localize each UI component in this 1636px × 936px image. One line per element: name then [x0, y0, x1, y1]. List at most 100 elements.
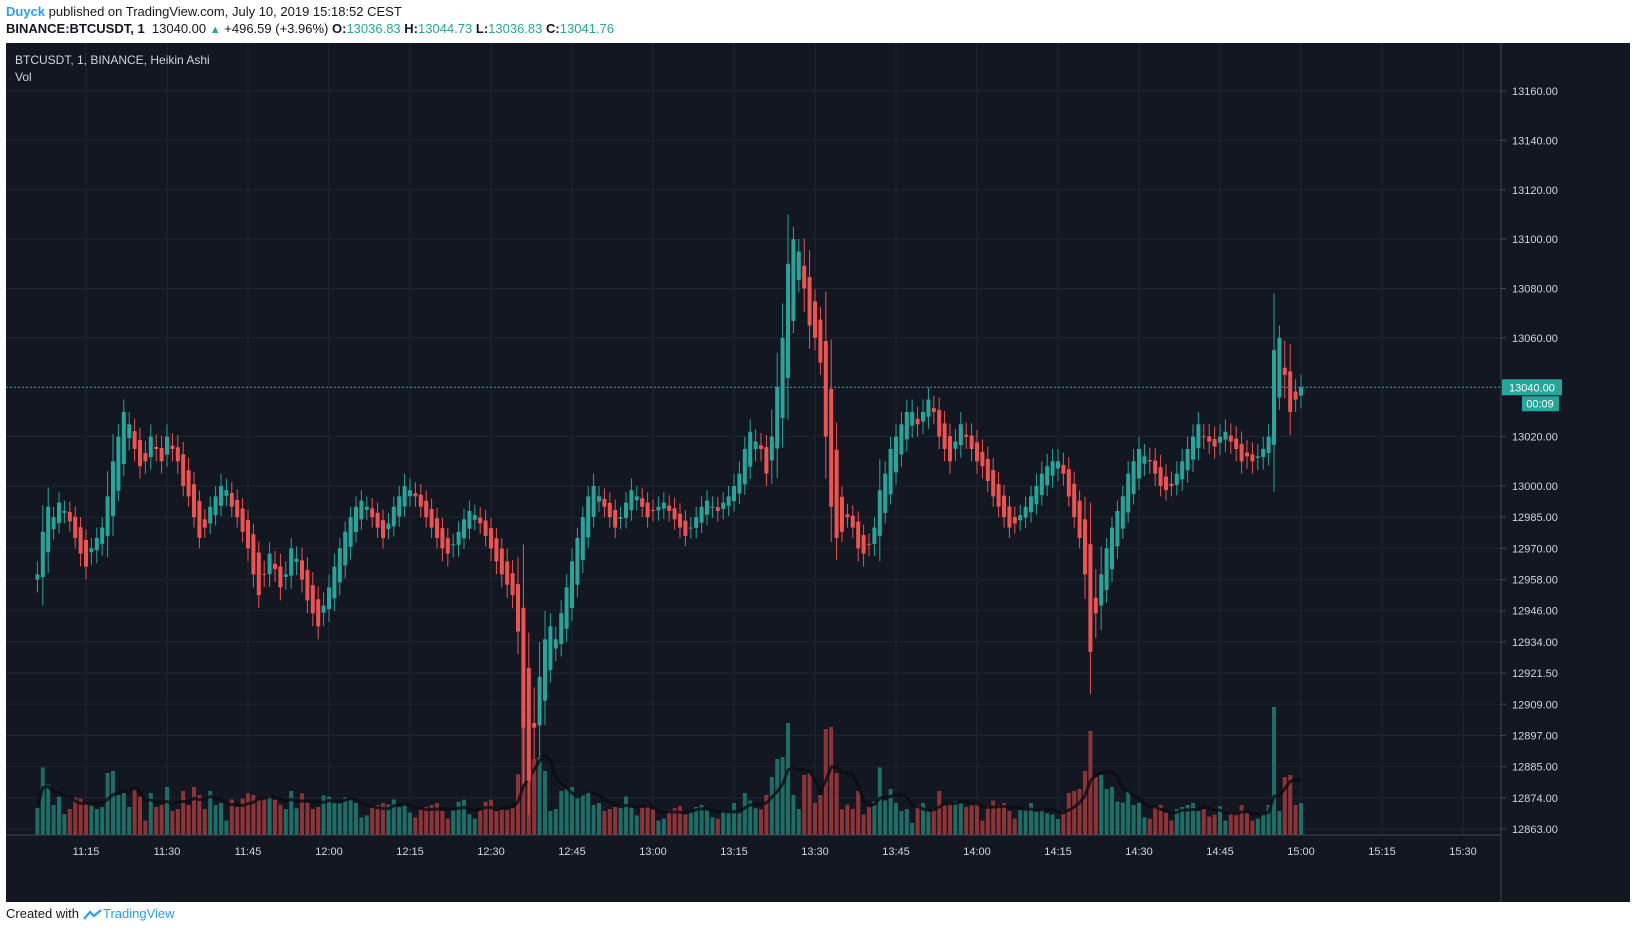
volume-bar: [132, 789, 137, 835]
volume-bar: [683, 814, 688, 835]
volume-bar: [904, 809, 909, 835]
volume-bar: [532, 759, 537, 835]
volume-bar: [489, 799, 493, 835]
volume-bar: [1131, 805, 1136, 835]
candle-body: [613, 510, 618, 528]
high-label: H:: [404, 21, 419, 36]
candle-body: [899, 424, 904, 455]
volume-bar: [289, 791, 294, 835]
volume-bar: [1261, 813, 1266, 835]
volume-bar: [127, 807, 132, 835]
volume-bar: [672, 808, 677, 835]
candle-body: [1207, 436, 1212, 442]
price-axis[interactable]: [1501, 43, 1630, 902]
low-label: L:: [475, 21, 489, 36]
candle-body: [672, 508, 677, 520]
volume-bar: [208, 791, 213, 835]
volume-bar: [840, 809, 844, 835]
time-tick-label: 12:00: [315, 846, 343, 858]
volume-bar: [688, 812, 693, 835]
candle-body: [489, 528, 493, 549]
volume-bar: [472, 818, 477, 835]
volume-bar: [1299, 803, 1303, 835]
candle-body: [1007, 506, 1012, 528]
candle-body: [607, 502, 612, 518]
candle-body: [597, 496, 601, 502]
price-chart[interactable]: 13160.00 13140.00 13120.00 13100.00 13080.00…: [6, 43, 1630, 902]
volume-bar: [715, 818, 720, 835]
volume-bar: [186, 805, 191, 835]
volume-bar: [613, 807, 618, 835]
candle-body: [456, 531, 461, 545]
candle-body: [807, 277, 812, 326]
candle-body: [759, 445, 763, 449]
time-tick-label: 12:45: [558, 846, 586, 858]
volume-bar: [996, 805, 1001, 835]
volume-bar: [937, 791, 942, 835]
candle-body: [165, 436, 169, 455]
candle-body: [985, 459, 990, 482]
volume-bar: [888, 789, 893, 835]
volume-bar: [591, 805, 596, 835]
volume-bar: [829, 727, 834, 835]
candle-body: [618, 517, 623, 519]
volume-bar: [1174, 809, 1179, 835]
candle-body: [175, 447, 180, 462]
author-name[interactable]: Duyck: [6, 4, 46, 19]
volume-bar: [94, 809, 99, 835]
volume-bar: [391, 799, 396, 835]
volume-bar: [1293, 805, 1298, 835]
price-tick-label: 12958.00: [1512, 575, 1558, 587]
candle-body: [159, 447, 164, 462]
volume-bar: [948, 803, 952, 835]
time-tick-label: 13:00: [639, 846, 667, 858]
volume-bar: [278, 804, 283, 835]
candle-body: [332, 566, 337, 599]
candle-body: [602, 498, 607, 507]
volume-bar: [343, 797, 348, 835]
candle-body: [715, 507, 720, 511]
volume-bar: [84, 803, 88, 835]
volume-bar: [337, 802, 342, 835]
chart-background: [6, 43, 1630, 902]
candle-body: [678, 513, 682, 528]
candle-body: [910, 411, 915, 426]
volume-bar: [656, 820, 661, 835]
candle-body: [451, 544, 456, 546]
volume-bar: [57, 796, 61, 835]
volume-bar: [586, 791, 591, 835]
volume-bar: [975, 803, 979, 835]
candle-body: [834, 449, 839, 538]
published-text: published on TradingView.com, July 10, 2…: [45, 4, 402, 19]
countdown-tag-text: 00:09: [1526, 398, 1554, 410]
volume-bar: [1066, 793, 1071, 835]
volume-bar: [256, 799, 261, 835]
volume-bar: [224, 820, 229, 835]
candle-body: [1104, 548, 1109, 590]
tradingview-brand-link[interactable]: TradingView: [102, 906, 175, 921]
time-tick-label: 11:15: [73, 846, 100, 858]
volume-bar: [894, 803, 898, 835]
price-tick-label: 13020.00: [1512, 432, 1558, 444]
candle-body: [105, 496, 110, 536]
open-label: O:: [331, 21, 347, 36]
volume-bar: [861, 814, 866, 835]
volume-bar: [883, 800, 888, 835]
candle-body: [337, 548, 342, 583]
candle-body: [786, 263, 790, 378]
volume-bar: [645, 805, 650, 835]
candle-body: [845, 514, 850, 518]
candle-body: [813, 301, 817, 338]
volume-bar: [40, 767, 45, 835]
symbol-label: BINANCE:BTCUSDT, 1: [6, 21, 145, 36]
candle-body: [1196, 424, 1201, 449]
volume-bar: [429, 805, 434, 835]
candle-body: [1169, 483, 1174, 486]
volume-bar: [1201, 809, 1206, 835]
volume-bar: [1120, 802, 1125, 835]
volume-bar: [510, 808, 515, 835]
candle-body: [958, 424, 963, 446]
candle-body: [192, 484, 196, 518]
volume-bar: [1288, 775, 1293, 835]
price-tick-label: 12863.00: [1512, 824, 1558, 836]
